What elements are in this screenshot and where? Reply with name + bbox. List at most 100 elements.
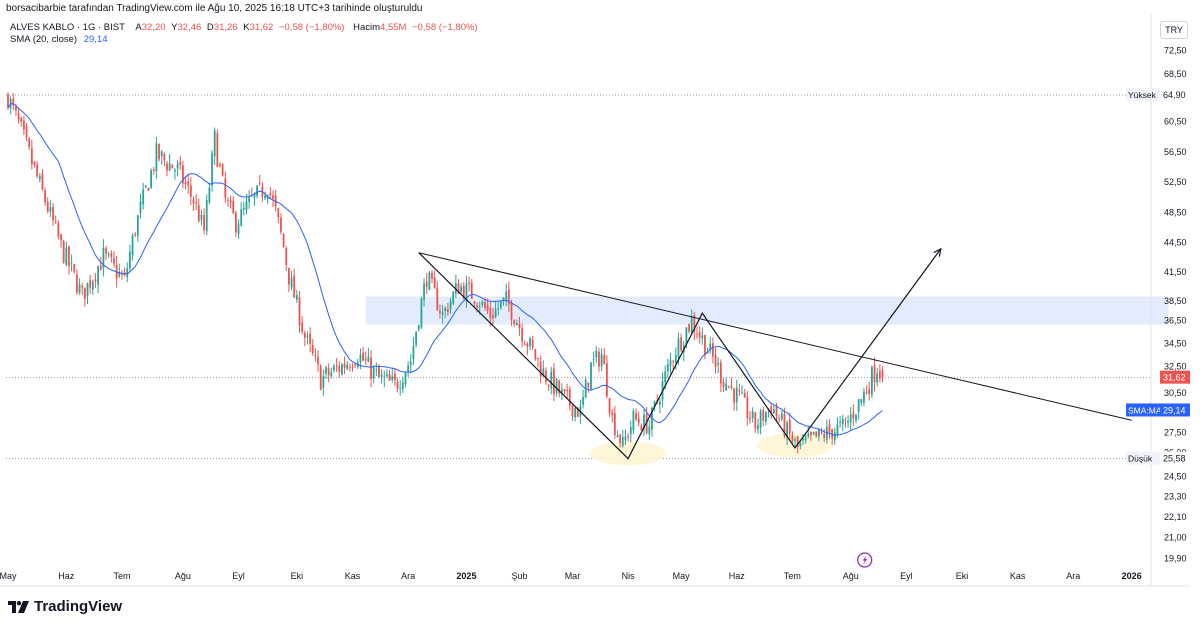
candle	[335, 357, 338, 373]
candle	[738, 383, 741, 396]
candle	[277, 207, 280, 223]
tradingview-brand[interactable]: TradingView	[8, 598, 122, 615]
currency-badge[interactable]: TRY	[1160, 21, 1188, 39]
high-tag-label-bg	[1126, 87, 1161, 101]
candle	[113, 251, 115, 268]
high-label: Y	[171, 22, 178, 33]
candle	[17, 107, 20, 124]
sma-legend[interactable]: SMA (20, close) 29,14	[10, 34, 107, 45]
candle	[272, 190, 274, 207]
candle-body	[235, 212, 237, 233]
price-tick-label: 52,50	[1164, 177, 1187, 187]
candle-body	[449, 301, 452, 310]
candle	[338, 361, 341, 379]
candle-body	[73, 264, 76, 272]
candle-body	[28, 138, 31, 148]
candle	[833, 427, 836, 445]
candle-body	[197, 205, 200, 222]
candle-body	[346, 364, 349, 369]
candle	[531, 335, 534, 350]
candle	[502, 297, 505, 306]
candle	[600, 348, 603, 372]
candle-body	[696, 334, 698, 336]
candle	[465, 275, 468, 308]
candle	[857, 399, 860, 420]
candle-body	[155, 143, 158, 172]
candle-body	[378, 366, 380, 378]
candle-body	[635, 413, 637, 420]
candle-body	[327, 368, 330, 376]
candle-body	[423, 283, 425, 300]
candle-body	[521, 328, 523, 342]
candle-body	[163, 154, 166, 161]
last-price-tag-value-bg	[1160, 370, 1190, 384]
lightning-bolt	[862, 555, 868, 565]
candle	[158, 143, 160, 162]
candle	[841, 414, 844, 431]
candle	[412, 337, 415, 366]
candle	[288, 267, 290, 292]
candle	[804, 432, 807, 444]
candle-body	[412, 345, 415, 360]
candle	[121, 269, 123, 280]
candle-body	[285, 248, 288, 265]
candle	[94, 273, 97, 288]
candle-body	[486, 305, 489, 311]
candle-body	[476, 305, 478, 307]
candle	[863, 387, 865, 407]
candle-body	[17, 113, 20, 120]
candle-body	[664, 371, 667, 383]
candle-body	[460, 286, 463, 292]
candle-body	[7, 94, 9, 109]
price-tick-label: 32,50	[1164, 362, 1187, 372]
sma-line	[7, 102, 883, 436]
candle-body	[876, 373, 879, 383]
candle	[264, 191, 266, 201]
candle	[415, 331, 417, 348]
candle	[632, 408, 635, 435]
candle	[582, 389, 584, 409]
volume-value: 4,55M	[380, 22, 407, 33]
tradingview-logo-icon	[8, 600, 29, 613]
candle-body	[759, 410, 762, 428]
candle	[613, 405, 616, 439]
candle	[232, 196, 235, 215]
candle	[325, 365, 327, 379]
candle-body	[849, 414, 852, 423]
candle-body	[468, 282, 470, 285]
time-tick-label: Ara	[401, 571, 415, 581]
candle	[741, 385, 743, 395]
candle-body	[444, 307, 447, 312]
candle-body	[857, 399, 860, 413]
candle-body	[878, 371, 881, 379]
candle	[224, 171, 227, 203]
candle	[54, 215, 57, 225]
candle	[372, 365, 375, 384]
candle-body	[542, 368, 545, 377]
candle	[229, 195, 232, 209]
volume-label: Hacim	[353, 22, 381, 33]
candle-body	[603, 355, 606, 365]
candle-body	[68, 246, 70, 267]
candle	[52, 203, 54, 226]
candle-body	[881, 369, 884, 378]
symbol-title[interactable]: ALVES KABLO · 1G · BIST	[10, 22, 125, 33]
candle	[33, 161, 36, 168]
low-tag-label-bg	[1126, 451, 1161, 465]
candle	[452, 290, 455, 306]
target-arrowhead	[933, 247, 942, 257]
candle	[401, 376, 404, 394]
candle	[820, 427, 823, 435]
candle-body	[23, 120, 25, 130]
candle	[492, 307, 494, 325]
candle	[521, 323, 523, 348]
candle-body	[81, 286, 84, 288]
candle	[160, 150, 163, 165]
candle	[99, 256, 102, 271]
resistance-zone	[365, 296, 1169, 325]
candle-body	[317, 356, 319, 365]
candle-body	[796, 436, 799, 447]
candle-body	[587, 382, 590, 388]
candle	[550, 366, 553, 395]
